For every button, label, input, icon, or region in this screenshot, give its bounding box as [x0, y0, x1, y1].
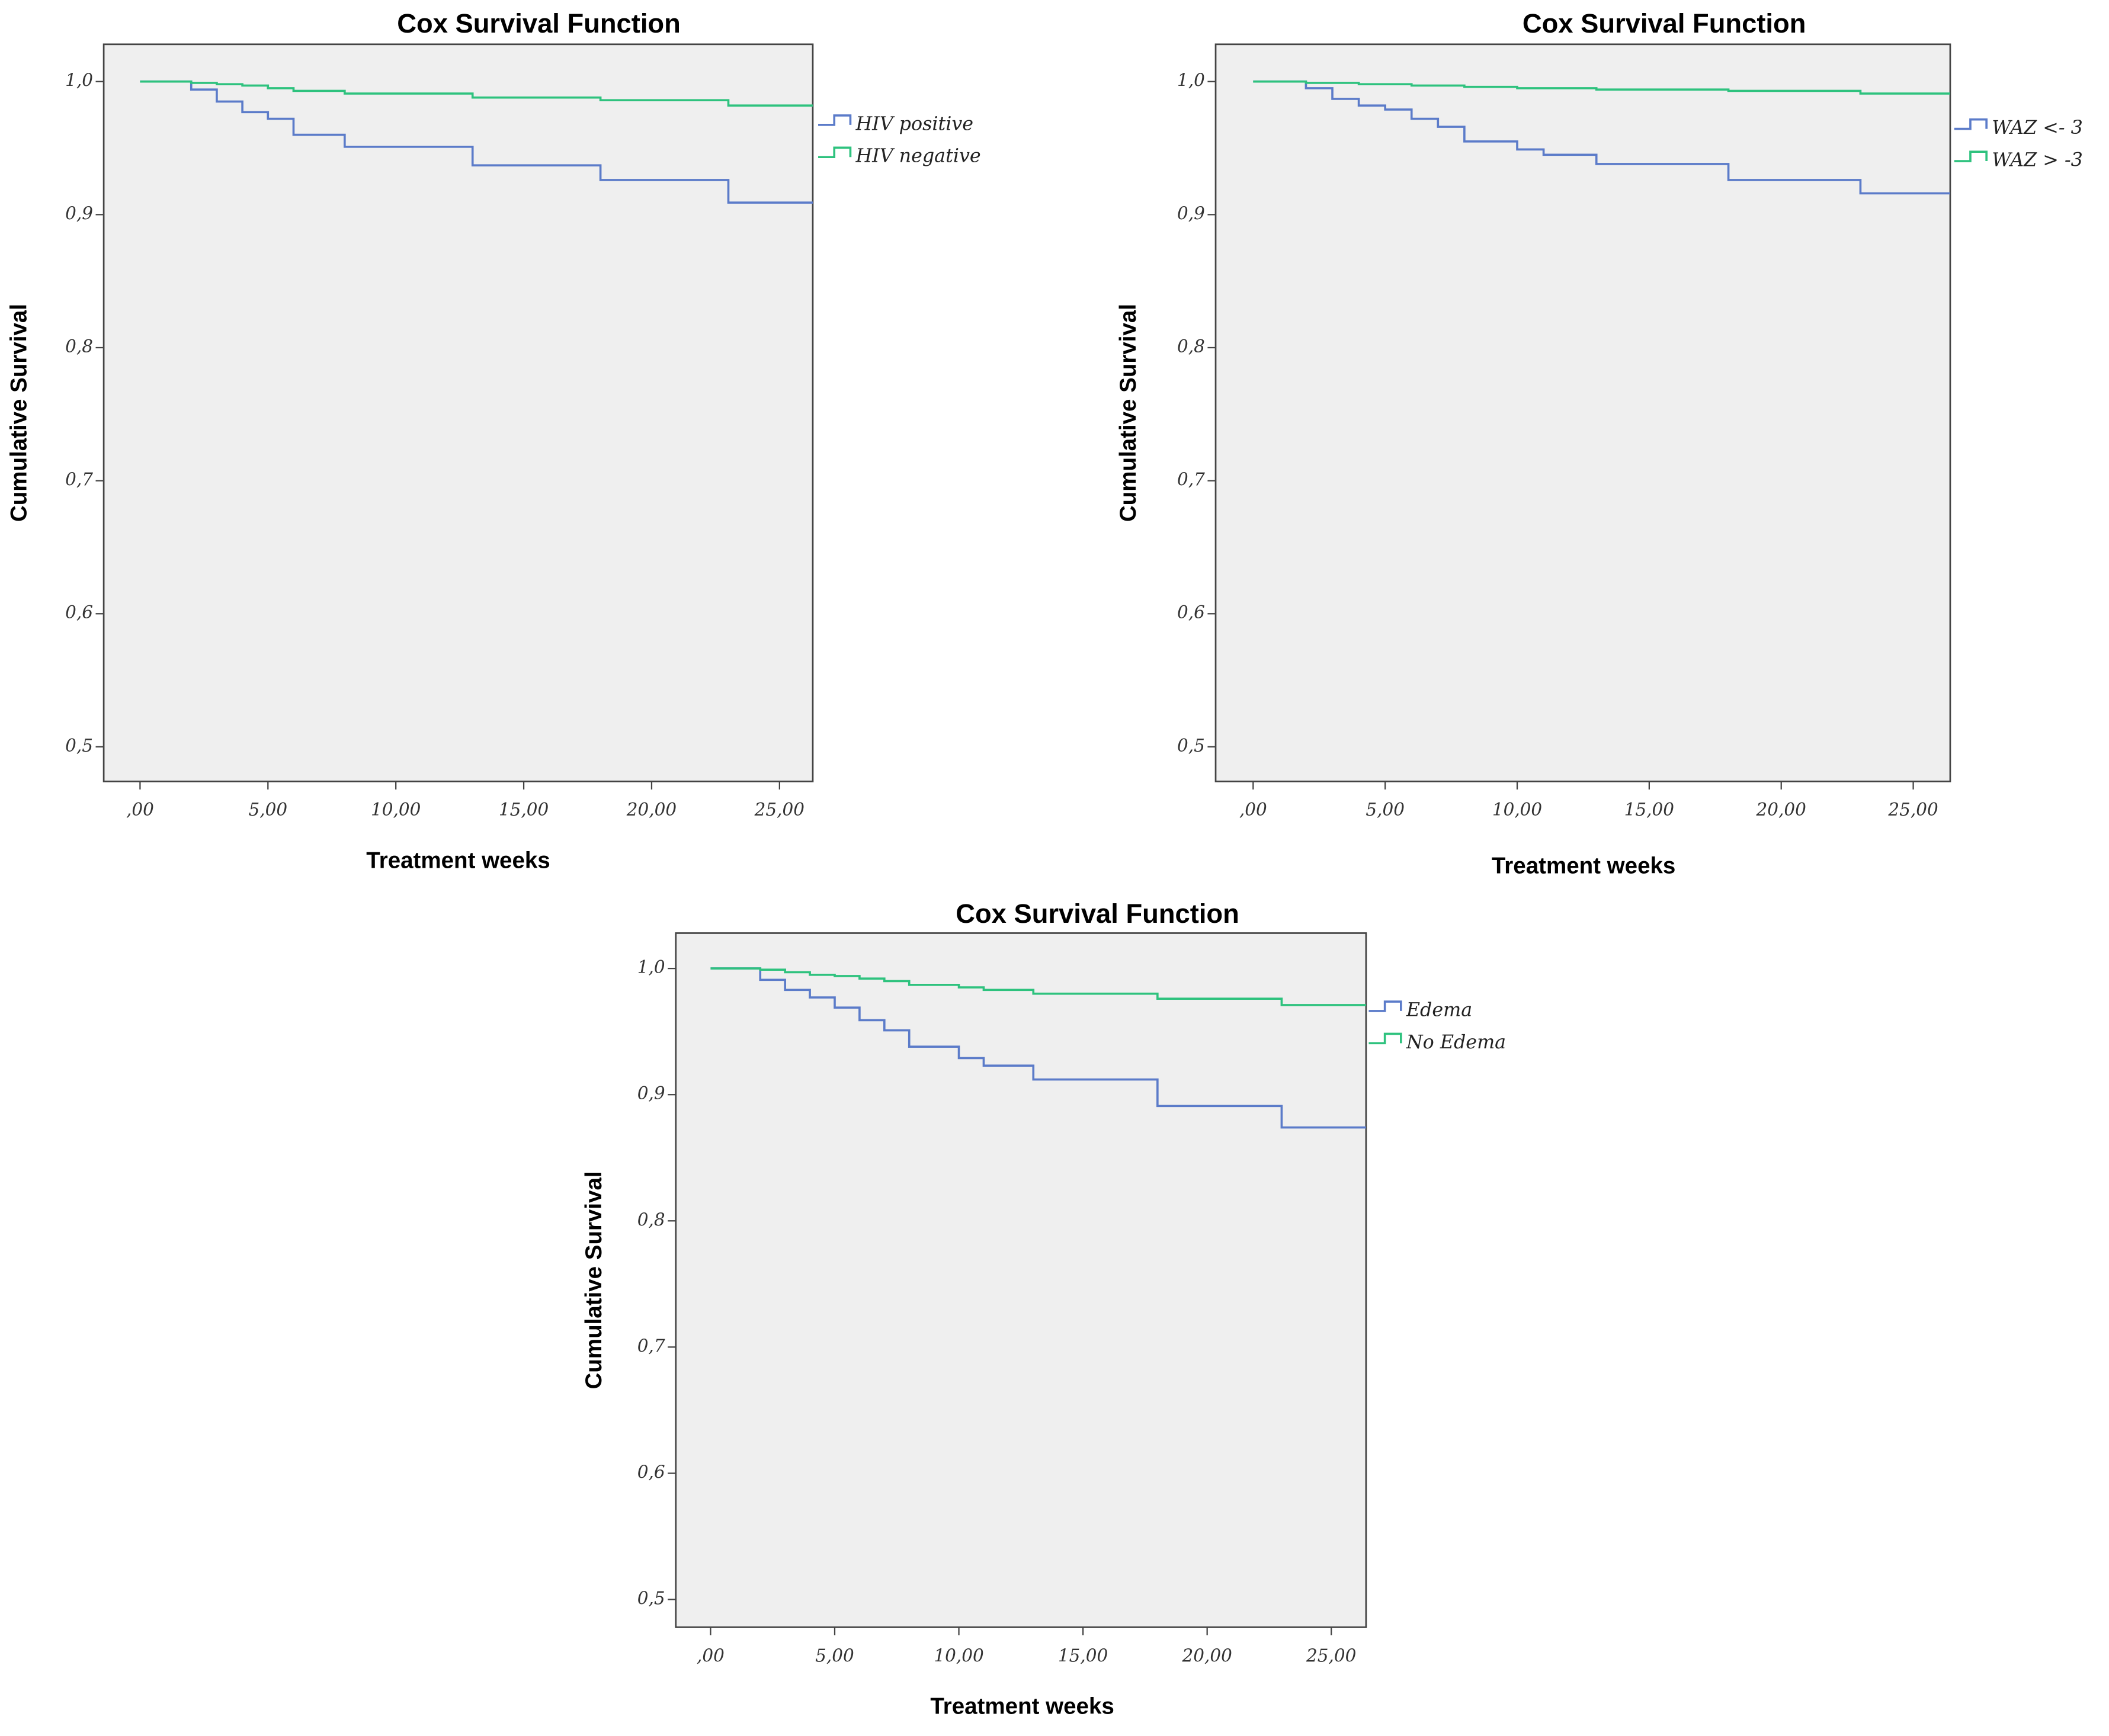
y-tick-label: 0,6: [1177, 602, 1205, 622]
y-tick-label: 0,5: [65, 736, 93, 756]
plot-area: [102, 43, 814, 782]
x-tick-label: 10,00: [934, 1645, 983, 1666]
chart-title: Cox Survival Function: [956, 899, 1239, 929]
y-tick-label: 0,6: [637, 1462, 665, 1482]
y-tick-label: 0,7: [65, 470, 93, 490]
x-tick-label: ,00: [697, 1645, 725, 1666]
y-tick-label: 0,9: [1177, 203, 1205, 223]
panel: Cox Survival Function Treatment weeks Cumu…: [7, 8, 981, 873]
y-tick-label: 0,8: [65, 336, 93, 357]
plot-area: [1214, 43, 1951, 782]
y-tick-label: 0,9: [637, 1083, 665, 1103]
x-axis-title: Treatment weeks: [1492, 853, 1675, 879]
survival-line: [140, 80, 813, 204]
survival-line: [1253, 80, 1950, 195]
y-axis-title: Cumulative Survival: [7, 304, 32, 522]
legend-label: WAZ > -3: [1992, 150, 2083, 171]
y-tick-label: 1,0: [637, 957, 665, 977]
legend-symbol: [818, 114, 852, 126]
y-tick-label: 0,5: [1177, 736, 1205, 756]
x-axis-title: Treatment weeks: [930, 1694, 1114, 1719]
x-tick-label: 5,00: [248, 800, 287, 820]
x-tick-label: ,00: [126, 800, 154, 820]
legend-symbol: [1954, 118, 1988, 130]
x-tick-label: 25,00: [754, 800, 805, 820]
x-tick-label: 15,00: [1058, 1645, 1108, 1666]
chart-title: Cox Survival Function: [397, 8, 681, 38]
legend-label: HIV negative: [855, 146, 981, 167]
y-tick-label: 0,7: [637, 1336, 665, 1356]
x-tick-label: 10,00: [1492, 800, 1542, 820]
plot-area: [675, 932, 1367, 1628]
legend-symbol: [1954, 150, 1988, 162]
survival-line: [140, 80, 813, 107]
legend-label: Edema: [1406, 999, 1472, 1021]
y-tick-label: 0,9: [65, 203, 93, 223]
x-tick-label: 15,00: [1624, 800, 1674, 820]
legend-symbol: [1368, 1000, 1402, 1012]
legend-label: No Edema: [1406, 1032, 1506, 1053]
survival-line: [710, 967, 1366, 1006]
y-tick-label: 0,8: [1177, 336, 1205, 357]
y-tick-label: 1,0: [65, 70, 93, 91]
x-tick-label: 20,00: [1182, 1645, 1232, 1666]
panel: Cox Survival Function Treatment weeks Cumu…: [581, 899, 1506, 1719]
x-tick-label: 20,00: [1756, 800, 1806, 820]
x-tick-label: 15,00: [499, 800, 549, 820]
x-tick-label: 5,00: [1366, 800, 1405, 820]
x-tick-label: ,00: [1239, 800, 1267, 820]
chart-title: Cox Survival Function: [1523, 8, 1806, 38]
legend-symbol: [818, 146, 852, 159]
y-tick-label: 0,6: [65, 602, 93, 622]
x-tick-label: 5,00: [815, 1645, 854, 1666]
y-axis-title: Cumulative Survival: [581, 1171, 607, 1389]
x-tick-label: 25,00: [1887, 800, 1938, 820]
legend-label: HIV positive: [855, 113, 974, 134]
survival-line: [710, 967, 1366, 1129]
y-tick-label: 1,0: [1177, 70, 1205, 91]
y-axis-title: Cumulative Survival: [1116, 304, 1141, 522]
y-tick-label: 0,5: [637, 1589, 665, 1609]
y-tick-label: 0,7: [1177, 470, 1205, 490]
y-tick-label: 0,8: [637, 1209, 665, 1230]
x-tick-label: 25,00: [1306, 1645, 1356, 1666]
legend-label: WAZ <- 3: [1992, 117, 2083, 139]
x-tick-label: 10,00: [371, 800, 421, 820]
x-axis-title: Treatment weeks: [366, 848, 550, 873]
panel: Cox Survival Function Treatment weeks Cumu…: [1116, 8, 2083, 879]
x-tick-label: 20,00: [626, 800, 677, 820]
survival-line: [1253, 80, 1950, 95]
legend-symbol: [1368, 1032, 1402, 1045]
